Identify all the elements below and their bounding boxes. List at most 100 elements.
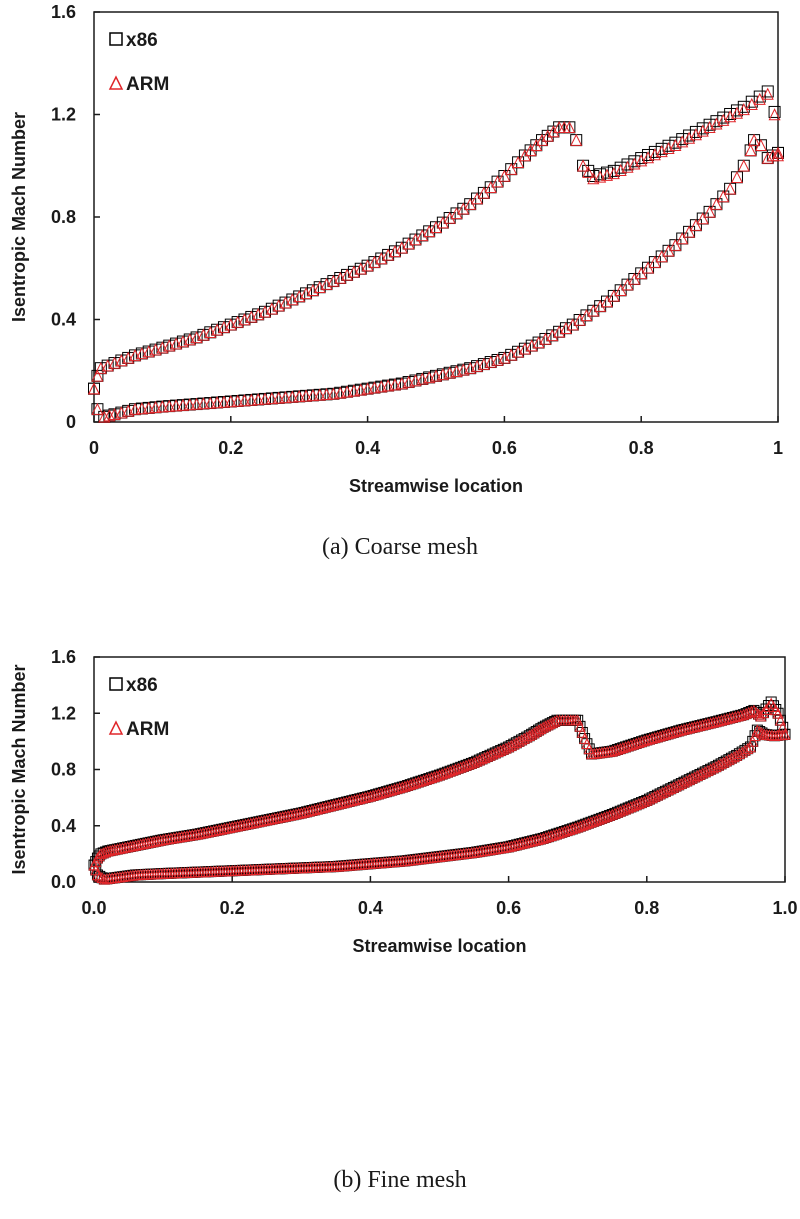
x-tick-label: 0.2 [218, 438, 243, 458]
data-point-triangle [760, 703, 772, 715]
data-point-square [703, 205, 716, 218]
data-point-triangle [265, 392, 278, 405]
data-point-triangle [327, 387, 340, 400]
data-point-triangle [498, 169, 511, 182]
data-point-triangle [354, 383, 367, 396]
data-point-triangle [473, 754, 485, 766]
y-tick-label: 0 [66, 412, 76, 432]
y-tick-label: 1.6 [51, 2, 76, 22]
data-point-triangle [510, 736, 522, 749]
x-tick-label: 0.4 [358, 898, 383, 918]
data-point-triangle [300, 389, 313, 402]
legend-label-arm: ARM [126, 74, 169, 95]
data-point-triangle [347, 384, 360, 397]
data-point-square [570, 134, 583, 147]
data-point-triangle [594, 170, 607, 183]
data-point-triangle [484, 355, 497, 368]
data-point-square [642, 148, 655, 161]
data-point-triangle [286, 390, 299, 403]
data-point-triangle [176, 398, 189, 411]
y-axis-label: Isentropic Mach Number [9, 664, 29, 874]
data-point-triangle [683, 773, 695, 785]
legend-label-arm: ARM [126, 719, 169, 740]
data-point-triangle [197, 397, 210, 410]
data-point-square [737, 159, 750, 172]
data-point-triangle [541, 129, 554, 142]
data-point-triangle [689, 771, 701, 783]
data-point-square [744, 144, 757, 157]
data-point-triangle [457, 202, 470, 215]
data-point-triangle [388, 378, 401, 391]
legend: x86 ARM [108, 675, 169, 740]
data-point-triangle [217, 395, 230, 408]
data-point-square [710, 198, 723, 211]
data-point-triangle [724, 182, 737, 195]
data-point-triangle [694, 768, 706, 780]
data-point-triangle [91, 869, 104, 881]
data-point-triangle [492, 745, 504, 758]
y-tick-label: 0.0 [51, 872, 76, 892]
data-point-triangle [471, 359, 484, 372]
data-point-triangle [659, 785, 671, 797]
data-point-square [587, 170, 600, 182]
data-point-triangle [361, 382, 374, 395]
data-marks [87, 85, 785, 423]
legend-marker-triangle [108, 75, 124, 90]
data-point-triangle [163, 399, 176, 412]
data-point-triangle [436, 216, 449, 229]
data-point-triangle [91, 402, 104, 415]
chart-fine-mesh: 0.0 0.4 0.8 1.2 1.6 0.0 0.2 0.4 0.6 0.8 1.0 Streamw… [9, 647, 798, 956]
data-point-triangle [580, 309, 593, 322]
data-point-triangle [176, 335, 189, 348]
y-axis-label: Isentropic Mach Number [9, 112, 29, 322]
data-point-triangle [238, 394, 251, 407]
data-point-triangle [468, 756, 480, 768]
series-arm [88, 697, 791, 885]
legend-marker-square [109, 32, 123, 46]
data-point-triangle [750, 706, 762, 718]
data-point-triangle [245, 393, 258, 406]
data-point-square [689, 125, 702, 138]
data-point-triangle [756, 727, 768, 739]
data-point-triangle [748, 133, 761, 146]
data-point-triangle [749, 729, 761, 741]
data-point-square [648, 145, 661, 158]
data-point-triangle [368, 381, 381, 394]
data-point-triangle [757, 707, 769, 719]
data-point-triangle [156, 341, 169, 354]
data-point-triangle [772, 707, 784, 719]
data-point-square [703, 118, 716, 131]
data-point-triangle [718, 756, 730, 768]
data-point-triangle [103, 409, 116, 422]
data-point-square [696, 122, 709, 135]
x-tick-label: 1 [773, 438, 783, 458]
data-point-triangle [717, 190, 730, 203]
data-point-triangle [142, 401, 155, 414]
data-point-triangle [450, 364, 463, 377]
data-point-triangle [720, 755, 732, 767]
data-point-triangle [725, 752, 738, 764]
data-point-triangle [170, 337, 183, 350]
data-point-triangle [489, 747, 501, 759]
data-point-triangle [744, 741, 757, 753]
data-point-triangle [751, 724, 763, 736]
data-point-triangle [777, 721, 789, 733]
data-point-triangle [108, 407, 121, 421]
data-point-triangle [737, 708, 750, 720]
data-point-triangle [667, 781, 679, 793]
data-point-square [614, 161, 627, 174]
data-point-triangle [715, 758, 727, 770]
data-point-triangle [743, 706, 755, 718]
data-point-square [683, 129, 696, 142]
data-point-triangle [728, 750, 740, 763]
data-point-triangle [491, 353, 504, 366]
y-tick-label: 0.4 [51, 310, 76, 330]
data-point-triangle [224, 395, 237, 408]
data-point-triangle [503, 741, 515, 753]
data-point-triangle [712, 759, 725, 771]
data-point-triangle [594, 299, 607, 312]
data-point-triangle [547, 125, 560, 138]
x-tick-label: 0 [89, 438, 99, 458]
data-point-square [689, 219, 702, 232]
data-point-triangle [742, 742, 754, 754]
